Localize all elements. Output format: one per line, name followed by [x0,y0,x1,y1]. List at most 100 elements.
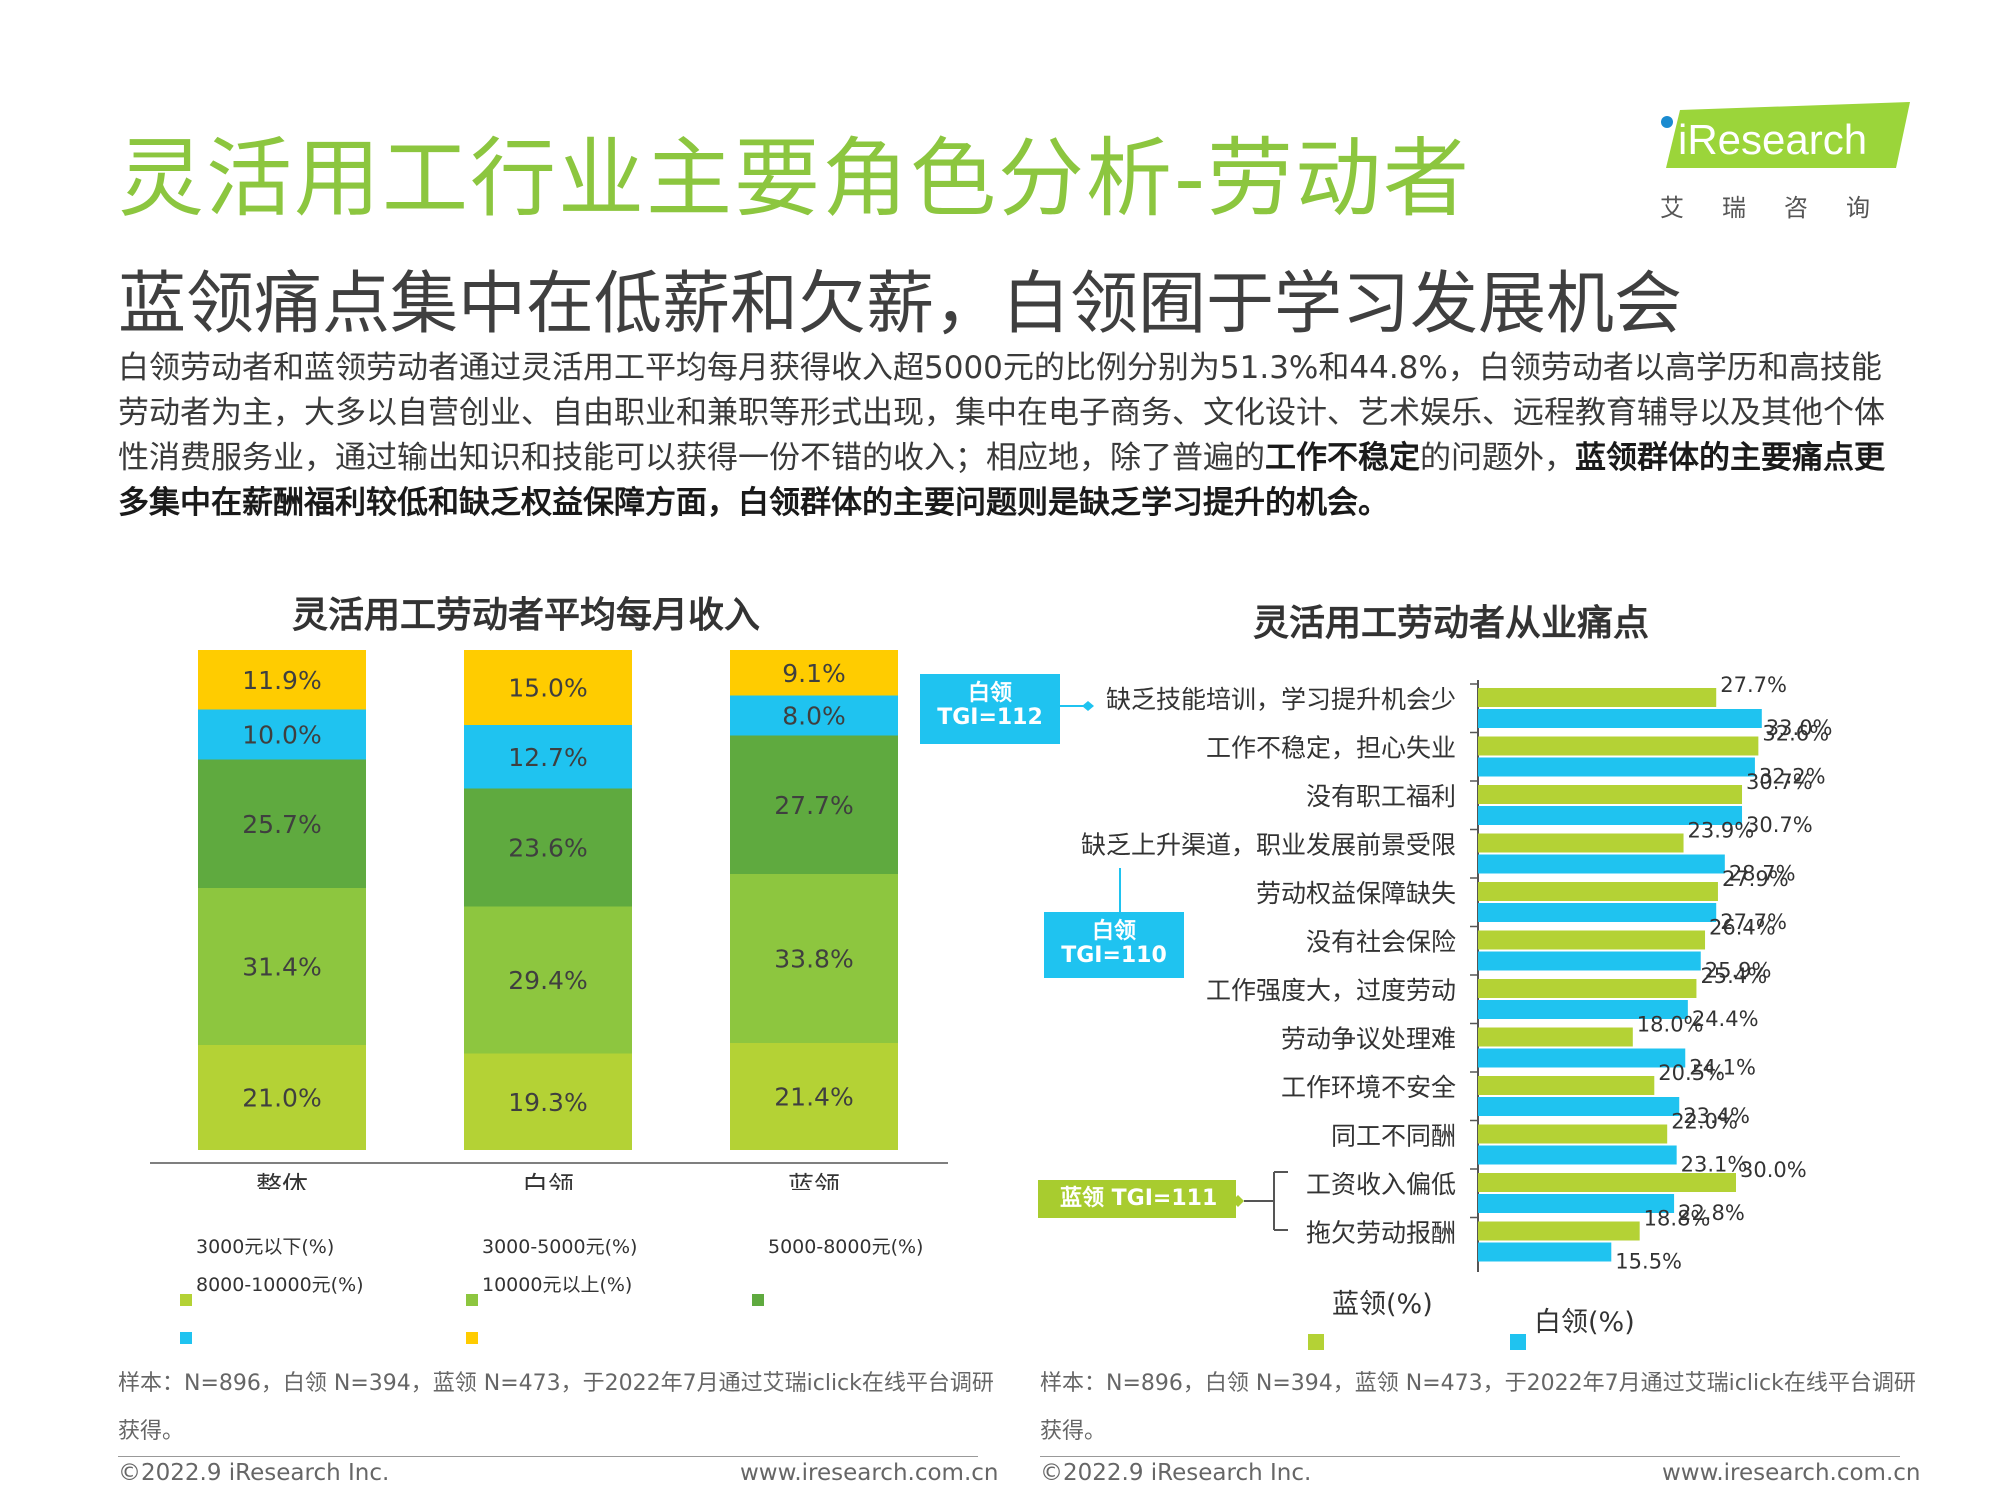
left-footer-divider [118,1456,978,1457]
bar-white-collar-11 [1478,1242,1612,1262]
tgi-annotation-training-group: 白领 [967,681,1012,706]
right-footer-divider [1040,1456,1900,1457]
body-text-1: 白领劳动者和蓝领劳动者通过灵活用工平均每月获得收入超5000元的比例分别为51.… [118,350,1885,476]
right-source-note: 样本：N=896，白领 N=394，蓝领 N=473，于2022年7月通过艾瑞i… [1040,1371,1916,1444]
bar-white-collar-9 [1478,1145,1677,1165]
legend-label-8000-10000: 8000-10000元(%) [196,1274,364,1296]
legend-swatch-white-collar [1510,1334,1526,1350]
bar-white-collar-5 [1478,951,1701,971]
pain-points-bar-chart: 27.7% 33.0% 缺乏技能培训，学习提升机会少 32.6% 32.2% 工作不稳定，… [1081,673,1833,1274]
bar-value-label-0-4: 11.9% [242,666,321,695]
value-label-white-collar-1: 32.2% [1759,765,1826,789]
category-label-2: 没有职工福利 [1306,782,1456,811]
bar-segment-1-3 [464,725,632,789]
right-footer-website: www.iresearch.com.cn [1662,1460,1921,1486]
bar-value-label-2-2: 27.7% [774,791,853,820]
value-label-blue-collar-1: 32.6% [1762,722,1829,746]
bar-blue-collar-1 [1478,736,1759,756]
bar-white-collar-3 [1478,854,1725,874]
body-paragraph: 白领劳动者和蓝领劳动者通过灵活用工平均每月获得收入超5000元的比例分别为51.… [118,346,1908,526]
bar-segment-0-2 [198,759,366,888]
value-label-blue-collar-9: 22.0% [1671,1110,1738,1134]
bar-value-label-2-0: 21.4% [774,1083,853,1112]
bar-blue-collar-0 [1478,688,1717,707]
category-label-3: 缺乏上升渠道，职业发展前景受限 [1081,831,1456,860]
bar-segment-2-4 [730,650,898,696]
bar-segment-2-2 [730,735,898,874]
bar-white-collar-7 [1478,1048,1686,1068]
left-chart-title: 灵活用工劳动者平均每月收入 [292,595,761,636]
tgi-annotation-career-group: 白领 [1091,919,1136,944]
legend-label-5000-8000: 5000-8000元(%) [768,1236,924,1258]
bar-value-label-0-2: 25.7% [242,810,321,839]
value-label-white-collar-9: 23.1% [1681,1153,1748,1177]
bar-value-label-1-2: 23.6% [508,834,587,863]
category-label-4: 劳动权益保障缺失 [1256,879,1456,908]
value-label-white-collar-3: 28.7% [1729,862,1796,886]
body-bold-2: 蓝领群体的主要痛点更多集中在薪酬福利较低和缺乏权益保障方面，白领群体的主要问题则… [118,440,1885,521]
bar-blue-collar-8 [1478,1076,1655,1095]
body-text-2: 的问题外， [1420,440,1575,476]
value-label-blue-collar-3: 23.9% [1688,819,1755,843]
category-label-9: 同工不同酬 [1331,1122,1456,1151]
bar-segment-1-4 [464,650,632,725]
bar-segment-1-1 [464,906,632,1054]
bar-blue-collar-3 [1478,833,1684,853]
legend-label-blue-collar: 蓝领(%) [1332,1289,1433,1320]
category-label-0: 整体 [256,1172,308,1190]
value-label-white-collar-0: 33.0% [1766,716,1833,740]
category-label-10: 工资收入偏低 [1306,1170,1456,1199]
left-footer-website: www.iresearch.com.cn [740,1460,999,1486]
category-label-6: 工作强度大，过度劳动 [1206,976,1456,1005]
category-label-1: 工作不稳定，担心失业 [1206,734,1456,763]
bar-segment-1-0 [464,1053,632,1150]
value-label-blue-collar-4: 27.9% [1722,867,1789,891]
value-label-white-collar-10: 22.8% [1678,1201,1745,1225]
bar-white-collar-2 [1478,806,1743,825]
bar-white-collar-6 [1478,1000,1688,1019]
logo-subtitle: 艾瑞咨询 [1660,194,1908,222]
category-label-7: 劳动争议处理难 [1281,1025,1456,1054]
bar-blue-collar-9 [1478,1124,1668,1144]
bar-segment-0-3 [198,709,366,760]
tgi-annotation-training-value: TGI=112 [937,705,1043,730]
bar-value-label-2-1: 33.8% [774,945,853,974]
bar-white-collar-0 [1478,709,1762,728]
legend-swatch-3000-5000 [466,1294,478,1306]
tgi-annotation-career-value: TGI=110 [1061,943,1167,968]
bar-white-collar-4 [1478,903,1717,922]
bar-white-collar-10 [1478,1194,1675,1213]
value-label-blue-collar-11: 18.8% [1644,1207,1711,1231]
category-label-1: 白领 [522,1172,574,1190]
page-subtitle: 蓝领痛点集中在低薪和欠薪，白领囿于学习发展机会 [118,265,1683,344]
tgi-connector-wage [1232,1171,1288,1231]
value-label-blue-collar-5: 26.4% [1709,916,1776,940]
logo-text: iResearch [1678,116,1867,163]
value-label-white-collar-8: 23.4% [1683,1104,1750,1128]
value-label-white-collar-2: 30.7% [1746,813,1813,837]
legend-label-above10000: 10000元以上(%) [482,1274,633,1296]
legend-label-below3000: 3000元以下(%) [196,1236,335,1258]
bar-value-label-0-1: 31.4% [242,953,321,982]
bar-blue-collar-10 [1478,1173,1736,1192]
bar-value-label-0-3: 10.0% [242,721,321,750]
tgi-annotation-career: 白领 TGI=110 [1044,912,1184,978]
bar-segment-2-3 [730,695,898,736]
tgi-annotation-wage: 蓝领 TGI=111 [1038,1180,1236,1218]
bar-blue-collar-4 [1478,882,1718,901]
bar-value-label-1-1: 29.4% [508,966,587,995]
bar-segment-0-1 [198,888,366,1045]
value-label-blue-collar-0: 27.7% [1720,673,1787,697]
tgi-connector-training [1058,701,1094,711]
category-label-2: 蓝领 [788,1172,840,1190]
bar-segment-2-1 [730,874,898,1043]
tgi-annotation-training: 白领 TGI=112 [920,674,1060,744]
bar-segment-0-0 [198,1045,366,1150]
bar-value-label-1-0: 19.3% [508,1088,587,1117]
bar-blue-collar-11 [1478,1221,1640,1241]
bar-blue-collar-5 [1478,930,1706,950]
value-label-white-collar-7: 24.1% [1689,1056,1756,1080]
value-label-white-collar-6: 24.4% [1692,1007,1759,1031]
category-label-11: 拖欠劳动报酬 [1306,1219,1456,1248]
page-title: 灵活用工行业主要角色分析-劳动者 [118,129,1472,229]
